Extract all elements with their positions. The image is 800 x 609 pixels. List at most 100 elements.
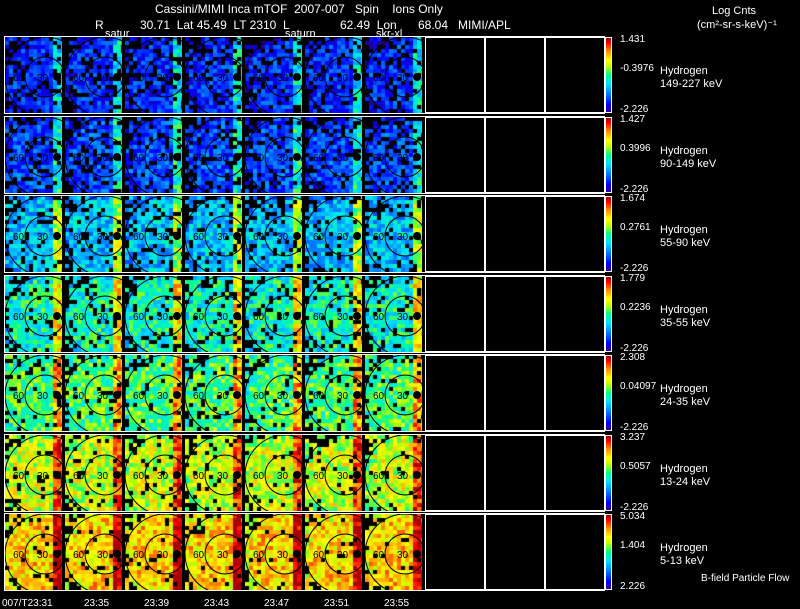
colorbar-min: -2.226 (620, 343, 649, 354)
ring-overlay: 30 60 (245, 435, 302, 511)
row-label: Hydrogen 55-90 keV (660, 224, 710, 250)
ring-label-inner: 30 (37, 471, 49, 482)
flux-image-panel: 30 60 (305, 196, 362, 272)
inner-ring (204, 454, 242, 496)
flux-image-panel: 30 60 (125, 276, 182, 352)
planet-icon (53, 391, 61, 399)
flux-image-panel: 30 60 (5, 355, 62, 431)
ring-label-outer: 60 (13, 391, 25, 402)
ring-label-outer: 60 (253, 232, 265, 243)
ring-label-inner: 30 (157, 73, 169, 84)
colorbar-min: 2.226 (620, 581, 646, 592)
ring-label-outer: 60 (133, 471, 145, 482)
planet-icon (353, 153, 361, 161)
flux-image-panel: 30 60 (125, 196, 182, 272)
ring-label-inner: 30 (217, 232, 229, 243)
empty-panel (425, 355, 485, 431)
planet-icon (173, 153, 181, 161)
coord-lon: 62.49 Lon (340, 18, 397, 32)
inner-ring (144, 295, 182, 337)
ring-label-inner: 30 (37, 550, 49, 561)
flux-image-panel: 30 60 (185, 355, 242, 431)
ring-overlay: 30 60 (305, 355, 362, 431)
ring-label-inner: 30 (157, 550, 169, 561)
ring-label-inner: 30 (37, 312, 49, 323)
flux-image-panel: 30 60 (5, 514, 62, 590)
ring-label-outer: 60 (193, 232, 205, 243)
ring-label-outer: 60 (373, 471, 385, 482)
ring-label-outer: 60 (73, 153, 85, 164)
ring-overlay: 30 60 (305, 37, 362, 113)
ring-label-outer: 60 (193, 550, 205, 561)
empty-panel (545, 355, 605, 431)
ring-label-outer: 60 (313, 550, 325, 561)
empty-panel (545, 514, 605, 590)
planet-icon (173, 550, 181, 558)
ring-label-inner: 30 (97, 550, 109, 561)
flux-image-panel: 30 60 (365, 117, 422, 193)
species-label: Hydrogen (660, 304, 708, 316)
ring-label-inner: 30 (97, 232, 109, 243)
ring-label-inner: 30 (277, 391, 289, 402)
ring-label-inner: 30 (397, 153, 409, 164)
inner-ring (264, 533, 302, 575)
ring-overlay: 30 60 (245, 355, 302, 431)
inner-ring (204, 295, 242, 337)
inner-ring (264, 136, 302, 178)
inner-ring (24, 56, 62, 98)
inner-ring (144, 374, 182, 416)
planet-icon (413, 391, 421, 399)
ring-label-inner: 30 (97, 312, 109, 323)
colorbar (605, 355, 612, 431)
ring-label-outer: 60 (373, 153, 385, 164)
ring-overlay: 30 60 (65, 37, 122, 113)
ring-label-inner: 30 (337, 471, 349, 482)
ring-overlay: 30 60 (125, 355, 182, 431)
empty-panel (425, 196, 485, 272)
ring-overlay: 30 60 (125, 435, 182, 511)
ring-overlay: 30 60 (185, 435, 242, 511)
ring-overlay: 30 60 (5, 196, 62, 272)
ring-label-outer: 60 (313, 391, 325, 402)
ring-overlay: 30 60 (5, 117, 62, 193)
planet-icon (413, 232, 421, 240)
planet-icon (293, 550, 301, 558)
ring-label-inner: 30 (337, 391, 349, 402)
ring-overlay: 30 60 (125, 37, 182, 113)
ring-label-outer: 60 (133, 153, 145, 164)
colorbar-max: 1.674 (620, 193, 646, 204)
ring-overlay: 30 60 (365, 37, 422, 113)
planet-icon (413, 312, 421, 320)
ring-label-outer: 60 (73, 73, 85, 84)
ring-overlay: 30 60 (245, 276, 302, 352)
planet-icon (113, 232, 121, 240)
ring-overlay: 30 60 (65, 276, 122, 352)
colorbar-max: 1.779 (620, 273, 646, 284)
ring-label-outer: 60 (253, 471, 265, 482)
empty-panel (545, 37, 605, 113)
flux-image-panel: 30 60 (125, 37, 182, 113)
colorbar-min: -2.226 (620, 104, 649, 115)
flux-image-panel: 30 60 (245, 276, 302, 352)
inner-ring (264, 454, 302, 496)
ring-overlay: 30 60 (365, 514, 422, 590)
inner-ring (204, 136, 242, 178)
ring-label-outer: 60 (13, 550, 25, 561)
ring-label-outer: 60 (73, 232, 85, 243)
ring-label-inner: 30 (337, 312, 349, 323)
empty-panel (425, 117, 485, 193)
inner-ring (204, 56, 242, 98)
empty-panel (485, 435, 545, 511)
planet-icon (53, 232, 61, 240)
flux-image-panel: 30 60 (185, 37, 242, 113)
ring-label-inner: 30 (97, 73, 109, 84)
flux-image-panel: 30 60 (65, 514, 122, 590)
colorbar-mid: 0.5057 (620, 461, 651, 472)
ring-overlay: 30 60 (65, 355, 122, 431)
inner-ring (384, 374, 422, 416)
colorbar (605, 514, 612, 590)
inner-ring (204, 533, 242, 575)
planet-icon (173, 471, 181, 479)
flux-image-panel: 30 60 (185, 196, 242, 272)
ring-overlay: 30 60 (245, 37, 302, 113)
